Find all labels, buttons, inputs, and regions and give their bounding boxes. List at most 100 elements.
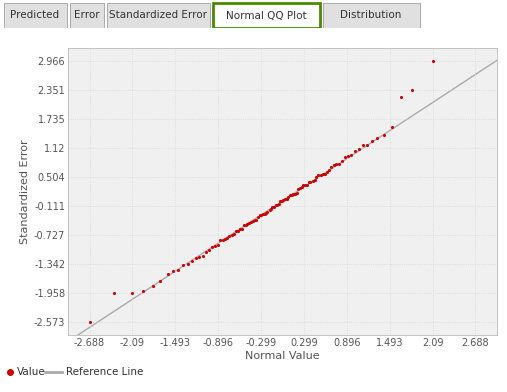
Point [284, 194, 293, 200]
Point [335, 161, 343, 167]
Point [344, 153, 352, 160]
Text: Normal QQ Plot: Normal QQ Plot [226, 11, 306, 20]
Point [298, 184, 306, 191]
Point [250, 217, 259, 223]
Text: Distribution: Distribution [340, 11, 402, 20]
Point [363, 142, 371, 148]
Point [270, 204, 278, 210]
Point [149, 283, 157, 289]
Point [280, 196, 288, 202]
Point [205, 247, 213, 254]
Text: Standardized Error: Standardized Error [109, 11, 207, 20]
Point [273, 201, 281, 208]
Point [302, 182, 310, 189]
Point [263, 209, 271, 215]
Point [192, 255, 200, 261]
Point [228, 231, 236, 238]
Text: Predicted: Predicted [11, 11, 59, 20]
Point [245, 220, 254, 227]
Point [214, 242, 222, 249]
Point [266, 207, 274, 213]
Point [267, 206, 275, 212]
Point [234, 228, 242, 234]
Point [208, 243, 216, 250]
Bar [106, 3, 209, 27]
Point [211, 243, 219, 250]
Point [216, 237, 224, 243]
Point [354, 146, 363, 152]
Point [110, 290, 118, 296]
Point [276, 198, 284, 205]
Point [296, 185, 304, 191]
Point [408, 87, 416, 93]
Point [219, 237, 227, 243]
Point [285, 192, 294, 199]
Y-axis label: Standardized Error: Standardized Error [20, 139, 30, 244]
Text: Error: Error [74, 11, 99, 20]
Point [275, 201, 283, 207]
Point [156, 278, 164, 284]
Point [259, 211, 267, 217]
Point [223, 235, 231, 241]
Point [225, 233, 233, 240]
Point [261, 211, 269, 217]
Point [202, 249, 210, 255]
Point [247, 219, 255, 225]
Point [195, 254, 203, 261]
Point [128, 290, 136, 296]
Point [332, 161, 340, 167]
Point [257, 212, 265, 218]
Point [268, 204, 276, 210]
Bar [212, 3, 319, 27]
Point [323, 169, 331, 175]
Point [242, 222, 250, 228]
Point [306, 179, 314, 185]
Point [309, 178, 317, 184]
Point [232, 228, 240, 234]
Point [341, 154, 349, 160]
Point [321, 171, 329, 177]
Point [305, 180, 313, 186]
Point [327, 164, 335, 171]
Point [291, 191, 299, 197]
Point [299, 182, 307, 189]
Bar [212, 3, 319, 27]
Point [303, 182, 311, 188]
Point [314, 172, 322, 179]
Point [199, 252, 207, 259]
Point [221, 236, 229, 242]
Point [397, 94, 405, 100]
Point [289, 191, 297, 198]
Point [380, 132, 388, 138]
Point [293, 190, 301, 196]
Point [278, 198, 286, 204]
Text: Value: Value [17, 367, 46, 377]
Point [387, 124, 395, 130]
Point [254, 214, 262, 220]
Point [240, 222, 248, 229]
Point [184, 261, 192, 267]
Point [373, 134, 381, 141]
Point [288, 192, 296, 198]
Point [138, 287, 147, 294]
Point [237, 225, 245, 232]
Point [316, 172, 324, 178]
Point [243, 221, 251, 227]
Point [318, 171, 327, 177]
Point [311, 176, 319, 183]
Text: Reference Line: Reference Line [66, 367, 143, 377]
Point [256, 212, 264, 218]
Point [230, 231, 238, 237]
Point [252, 217, 260, 223]
Point [428, 58, 437, 65]
Bar [4, 3, 66, 27]
Point [351, 148, 359, 154]
Point [169, 268, 177, 274]
Point [368, 138, 376, 144]
Point [347, 152, 355, 158]
Point [174, 267, 183, 273]
Point [283, 195, 291, 201]
Point [312, 174, 320, 180]
Point [325, 167, 333, 173]
Point [188, 258, 196, 264]
